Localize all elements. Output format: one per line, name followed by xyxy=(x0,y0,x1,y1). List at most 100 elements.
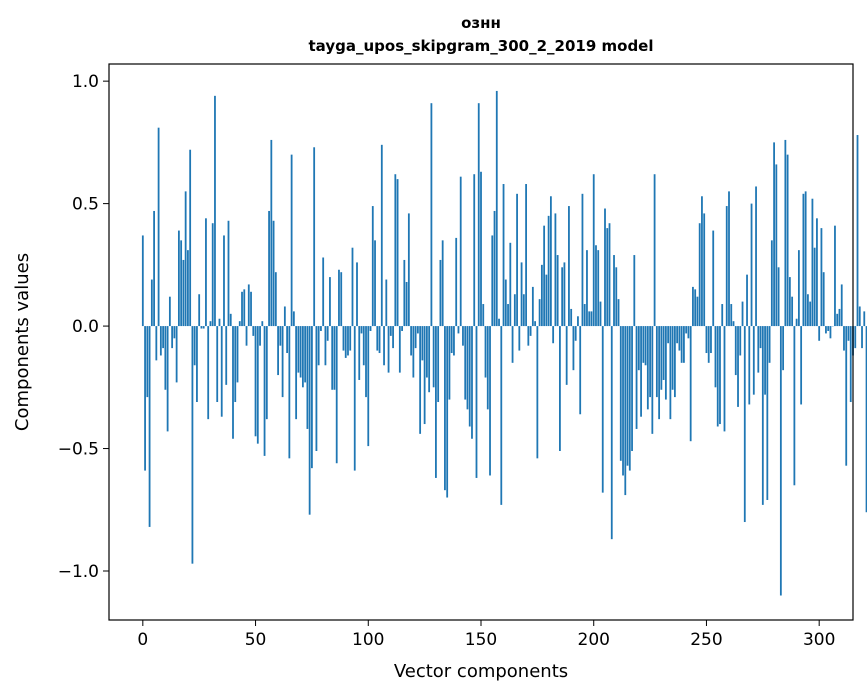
bar-216 xyxy=(628,326,631,471)
bar-320 xyxy=(863,311,866,327)
bar-157 xyxy=(495,90,498,327)
bar-193 xyxy=(577,316,579,327)
bar-14 xyxy=(173,326,176,339)
bar-295 xyxy=(807,294,809,327)
bar-291 xyxy=(797,250,800,327)
bar-95 xyxy=(356,262,358,327)
bar-66 xyxy=(290,154,293,327)
bar-284 xyxy=(782,326,785,371)
x-tick-label: 200 xyxy=(578,630,610,650)
bar-38 xyxy=(227,220,230,327)
bar-255 xyxy=(716,326,719,427)
y-tick-label: −1.0 xyxy=(58,562,99,582)
bar-174 xyxy=(534,321,537,327)
bar-75 xyxy=(311,326,313,469)
bar-9 xyxy=(162,326,165,349)
bar-0 xyxy=(141,235,144,327)
bar-77 xyxy=(315,326,318,451)
bar-74 xyxy=(308,326,311,515)
bar-44 xyxy=(241,291,243,327)
bar-136 xyxy=(448,326,451,400)
bar-281 xyxy=(775,164,778,327)
bar-8 xyxy=(159,326,162,356)
bar-230 xyxy=(660,326,663,390)
bar-158 xyxy=(498,318,500,327)
bar-155 xyxy=(491,235,494,327)
bar-225 xyxy=(649,326,651,398)
bar-146 xyxy=(471,326,473,439)
bar-67 xyxy=(292,311,295,327)
bar-272 xyxy=(755,186,757,327)
y-tick-label: 0.0 xyxy=(72,317,99,337)
bar-205 xyxy=(604,208,606,327)
bar-97 xyxy=(360,326,363,334)
bar-98 xyxy=(362,326,365,366)
bar-144 xyxy=(466,326,469,410)
bar-207 xyxy=(608,223,611,327)
bar-280 xyxy=(773,142,775,327)
bar-204 xyxy=(601,326,604,493)
bar-64 xyxy=(286,326,289,354)
bar-30 xyxy=(209,321,212,327)
bar-267 xyxy=(743,326,746,523)
bar-127 xyxy=(428,326,431,393)
bar-273 xyxy=(757,326,760,373)
bar-19 xyxy=(184,191,187,327)
bar-134 xyxy=(444,326,446,491)
bar-125 xyxy=(423,326,426,425)
bar-116 xyxy=(403,259,406,327)
bar-153 xyxy=(486,326,489,410)
bar-20 xyxy=(187,250,189,327)
bar-270 xyxy=(750,203,753,327)
bar-90 xyxy=(344,326,347,358)
bar-276 xyxy=(764,326,766,395)
bar-129 xyxy=(432,326,435,388)
bar-88 xyxy=(340,272,343,327)
bar-250 xyxy=(705,326,708,354)
bar-48 xyxy=(250,291,252,327)
y-axis-ticks: −1.0 −0.5 0.0 0.5 1.0 xyxy=(58,72,109,582)
bar-35 xyxy=(220,326,223,417)
bar-70 xyxy=(299,326,302,378)
bar-299 xyxy=(816,218,818,327)
bar-245 xyxy=(694,289,697,327)
bar-252 xyxy=(710,326,712,354)
bar-247 xyxy=(698,223,701,327)
bar-288 xyxy=(791,296,794,327)
bar-263 xyxy=(734,326,737,376)
bar-85 xyxy=(333,326,336,390)
bar-300 xyxy=(818,326,821,341)
y-tick-label: −0.5 xyxy=(58,440,99,460)
bar-172 xyxy=(529,326,532,336)
bar-23 xyxy=(193,326,196,366)
bar-61 xyxy=(279,326,282,346)
bar-304 xyxy=(827,326,830,331)
bar-283 xyxy=(779,326,782,596)
bar-142 xyxy=(462,326,464,346)
bar-80 xyxy=(322,257,325,327)
bar-182 xyxy=(552,326,555,344)
bar-211 xyxy=(617,299,620,327)
bar-53 xyxy=(261,321,264,327)
bar-148 xyxy=(475,326,478,478)
y-tick-label: 0.5 xyxy=(72,195,99,215)
bar-89 xyxy=(342,326,345,351)
bar-178 xyxy=(543,225,546,327)
bar-232 xyxy=(664,326,667,400)
bar-154 xyxy=(489,326,491,476)
bar-200 xyxy=(592,174,595,327)
bar-176 xyxy=(538,299,541,327)
bars-group xyxy=(141,90,867,596)
bar-79 xyxy=(320,326,322,331)
bar-133 xyxy=(441,240,444,327)
bar-246 xyxy=(696,296,699,327)
bar-143 xyxy=(464,326,467,400)
bar-179 xyxy=(545,274,548,327)
bar-249 xyxy=(703,213,706,327)
bar-7 xyxy=(157,127,160,327)
bar-242 xyxy=(687,326,690,339)
bar-170 xyxy=(525,184,527,327)
bar-25 xyxy=(198,294,201,327)
bar-24 xyxy=(196,326,198,403)
bar-139 xyxy=(455,237,458,327)
